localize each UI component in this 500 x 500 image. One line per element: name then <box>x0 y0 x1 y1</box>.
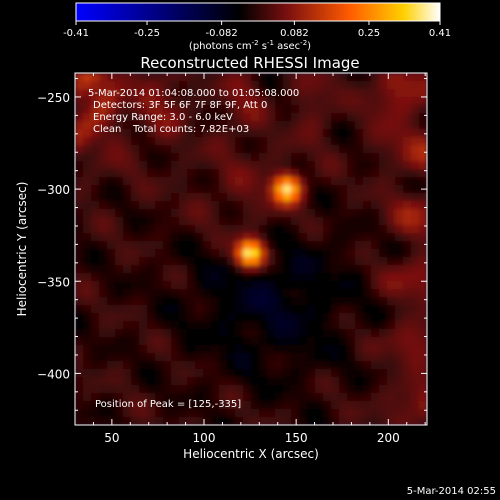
detectors-label: Detectors: 3F 5F 6F 7F 8F 9F, Att 0 <box>93 100 267 111</box>
chart-title: Reconstructed RHESSI Image <box>140 54 359 72</box>
colorbar-tick-label: -0.25 <box>134 28 160 39</box>
y-axis-label: Heliocentric Y (arcsec) <box>15 182 29 317</box>
x-tick-label: 200 <box>377 431 400 445</box>
colorbar-ticks: -0.41 -0.25 -0.082 0.082 0.25 0.41 <box>63 21 451 39</box>
clean-label: Clean <box>93 124 121 135</box>
colorbar-tick-label: 0.082 <box>280 28 309 39</box>
y-tick-label: −400 <box>37 367 70 381</box>
time-range-label: 5-Mar-2014 01:04:08.000 to 01:05:08.000 <box>88 88 299 99</box>
total-counts-label: Total counts: 7.82E+03 <box>132 124 249 135</box>
x-tick-label: 100 <box>193 431 216 445</box>
peak-position-label: Position of Peak = [125,-335] <box>95 399 241 410</box>
colorbar-tick-label: 0.41 <box>429 28 451 39</box>
annotations: 5-Mar-2014 01:04:08.000 to 01:05:08.000 … <box>88 88 299 410</box>
footer-timestamp: 5-Mar-2014 02:55 <box>407 486 496 497</box>
colorbar-units: (photons cm-2 s-1 asec-2) <box>189 39 311 52</box>
x-tick-label: 150 <box>285 431 308 445</box>
heatmap <box>75 73 427 425</box>
colorbar-tick-label: 0.25 <box>358 28 380 39</box>
y-tick-label: −350 <box>37 275 70 289</box>
energy-range-label: Energy Range: 3.0 - 6.0 keV <box>93 112 233 123</box>
y-tick-label: −300 <box>37 183 70 197</box>
colorbar-tick-label: -0.082 <box>205 28 237 39</box>
colorbar-tick-label: -0.41 <box>63 28 89 39</box>
colorbar: -0.41 -0.25 -0.082 0.082 0.25 0.41 (photons c… <box>63 2 451 52</box>
y-tick-label: −250 <box>37 91 70 105</box>
x-tick-label: 50 <box>104 431 119 445</box>
colorbar-gradient <box>75 2 441 22</box>
plot-frame <box>74 72 428 426</box>
axes: 50 100 150 200 −250 −300 −350 −400 <box>37 73 427 445</box>
x-axis-label: Heliocentric X (arcsec) <box>183 447 319 461</box>
